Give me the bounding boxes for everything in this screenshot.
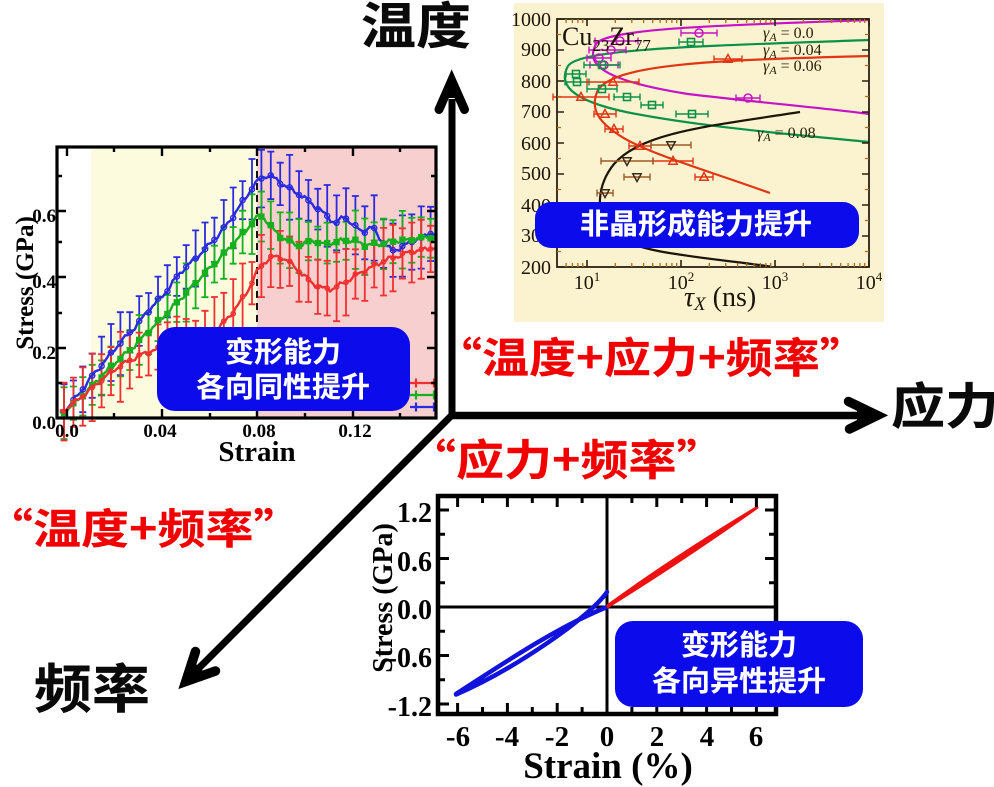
svg-text:2: 2: [650, 721, 665, 753]
svg-text:700: 700: [521, 101, 551, 123]
svg-text:0.4: 0.4: [32, 272, 56, 293]
svg-text:0.0: 0.0: [397, 595, 432, 626]
svg-text:101: 101: [574, 269, 601, 294]
svg-text:0: 0: [600, 721, 615, 753]
svg-text:Strain (%): Strain (%): [523, 746, 693, 787]
svg-text:γA = 0.04: γA = 0.04: [763, 42, 822, 61]
svg-text:0.2: 0.2: [32, 343, 56, 364]
svg-text:900: 900: [521, 39, 551, 61]
svg-text:0.12: 0.12: [338, 421, 371, 442]
svg-text:Stress (GPa): Stress (GPa): [368, 523, 399, 673]
svg-text:0.04: 0.04: [143, 421, 177, 442]
svg-text:500: 500: [521, 163, 551, 185]
svg-text:-1.2: -1.2: [388, 692, 432, 723]
svg-text:-2: -2: [545, 721, 569, 753]
svg-text:0.0: 0.0: [32, 413, 56, 434]
svg-text:0.0: 0.0: [55, 421, 79, 442]
svg-text:0.6: 0.6: [397, 547, 432, 578]
svg-text:600: 600: [521, 133, 551, 155]
svg-text:γA = 0.08: γA = 0.08: [757, 125, 816, 144]
svg-text:1.2: 1.2: [397, 498, 432, 529]
svg-text:γA = 0.06: γA = 0.06: [763, 58, 822, 77]
svg-text:Strain: Strain: [218, 436, 295, 468]
svg-text:4: 4: [700, 721, 715, 753]
svg-text:-4: -4: [495, 721, 519, 753]
svg-text:0.6: 0.6: [32, 206, 56, 227]
svg-text:6: 6: [749, 721, 764, 753]
svg-text:Stress (GPa): Stress (GPa): [12, 216, 39, 350]
svg-text:-0.6: -0.6: [388, 643, 432, 674]
svg-text:γA = 0.0: γA = 0.0: [763, 25, 814, 44]
svg-text:200: 200: [521, 257, 551, 279]
svg-text:800: 800: [521, 71, 551, 93]
svg-text:1000: 1000: [511, 9, 551, 31]
svg-text:0.08: 0.08: [242, 421, 275, 442]
svg-text:-6: -6: [446, 721, 470, 753]
